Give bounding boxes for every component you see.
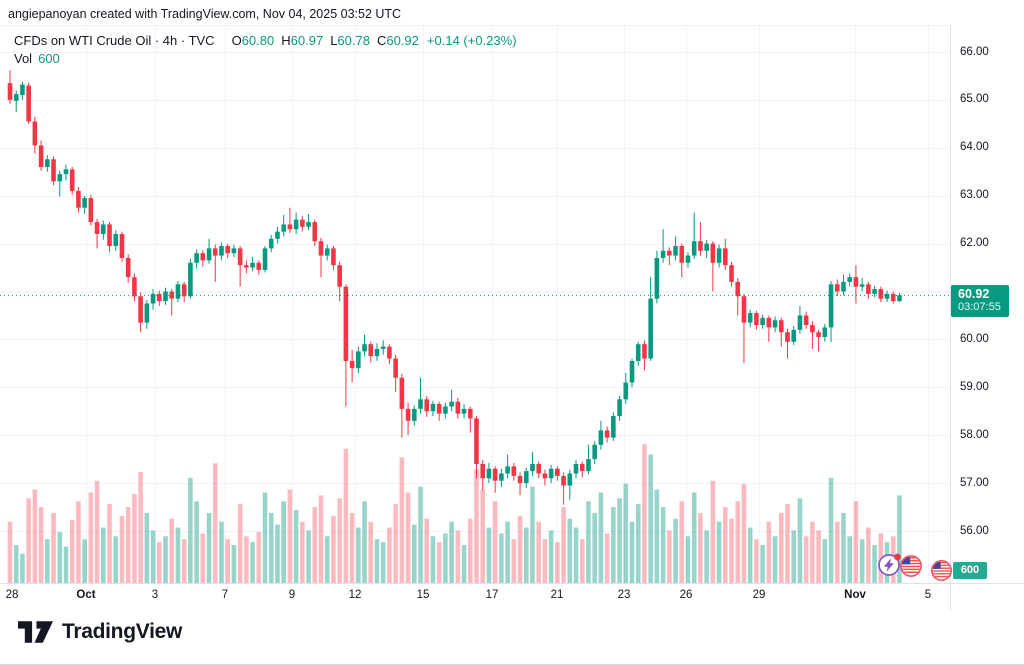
- price-axis-label: 66.00: [960, 45, 989, 58]
- time-axis-label: 3: [151, 589, 159, 601]
- high-label: H: [281, 33, 291, 48]
- time-axis-label: Oct: [76, 589, 96, 601]
- price-axis-label: 56.00: [960, 524, 989, 537]
- time-axis-label: 17: [485, 589, 499, 601]
- high-value: 60.97: [290, 33, 324, 48]
- price-axis-label: 65.00: [960, 93, 989, 106]
- change-value: +0.14 (+0.23%): [426, 33, 517, 48]
- low-value: 60.78: [337, 33, 370, 48]
- volume-label: Vol: [14, 51, 33, 66]
- price-axis-label: 57.00: [960, 476, 989, 489]
- attribution-text: angiepanoyan created with TradingView.co…: [8, 7, 402, 21]
- time-axis-label: 23: [617, 589, 631, 601]
- time-axis-label: 21: [550, 589, 564, 601]
- price-axis-label: 59.00: [960, 380, 989, 393]
- time-axis-label: 9: [288, 589, 296, 601]
- symbol-title[interactable]: CFDs on WTI Crude Oil · 4h · TVC: [14, 33, 215, 48]
- price-axis-label: 60.00: [960, 332, 989, 345]
- tradingview-logo-text: TradingView: [62, 620, 183, 643]
- time-axis-label: 29: [752, 589, 766, 601]
- time-axis-label: 5: [924, 589, 932, 601]
- legend-volume-row: Vol 600: [14, 50, 517, 68]
- last-price-badge[interactable]: 60.92 03:07:55: [951, 285, 1009, 318]
- volume-axis-badge: 600: [953, 562, 987, 579]
- bar-countdown: 03:07:55: [958, 301, 1001, 314]
- legend-symbol-row: CFDs on WTI Crude Oil · 4h · TVC O60.80 H6…: [14, 32, 517, 50]
- time-axis-label: 12: [348, 589, 362, 601]
- time-axis-label: 28: [5, 589, 19, 601]
- time-axis-label: 15: [416, 589, 430, 601]
- price-axis[interactable]: 66.0065.0064.0063.0062.0061.0060.0059.00…: [950, 0, 1024, 610]
- time-axis[interactable]: 28 Oct 3 7 9 12 15 17 21 23 26 29 Nov 5: [0, 584, 1024, 610]
- price-axis-label: 64.00: [960, 141, 989, 154]
- close-value: 60.92: [386, 33, 419, 48]
- price-chart-canvas[interactable]: [0, 0, 1024, 632]
- time-axis-label: 7: [221, 589, 229, 601]
- tradingview-logo-icon: [18, 621, 53, 643]
- time-axis-label: 26: [679, 589, 693, 601]
- time-axis-label: Nov: [844, 589, 866, 601]
- us-flag-scale-icon[interactable]: [929, 558, 954, 583]
- last-price-value: 60.92: [958, 287, 990, 302]
- tradingview-logo[interactable]: TradingView: [18, 620, 182, 644]
- chart-legend: CFDs on WTI Crude Oil · 4h · TVC O60.80 H6…: [14, 32, 517, 68]
- open-label: O: [231, 33, 242, 48]
- price-axis-label: 63.00: [960, 189, 989, 202]
- low-label: L: [330, 33, 338, 48]
- us-flag-event-icon[interactable]: [898, 553, 924, 579]
- volume-value: 600: [38, 51, 60, 66]
- close-label: C: [376, 33, 387, 48]
- open-value: 60.80: [241, 33, 275, 48]
- price-axis-label: 62.00: [960, 237, 989, 250]
- price-axis-label: 58.00: [960, 428, 989, 441]
- lightning-event-icon[interactable]: [876, 551, 904, 579]
